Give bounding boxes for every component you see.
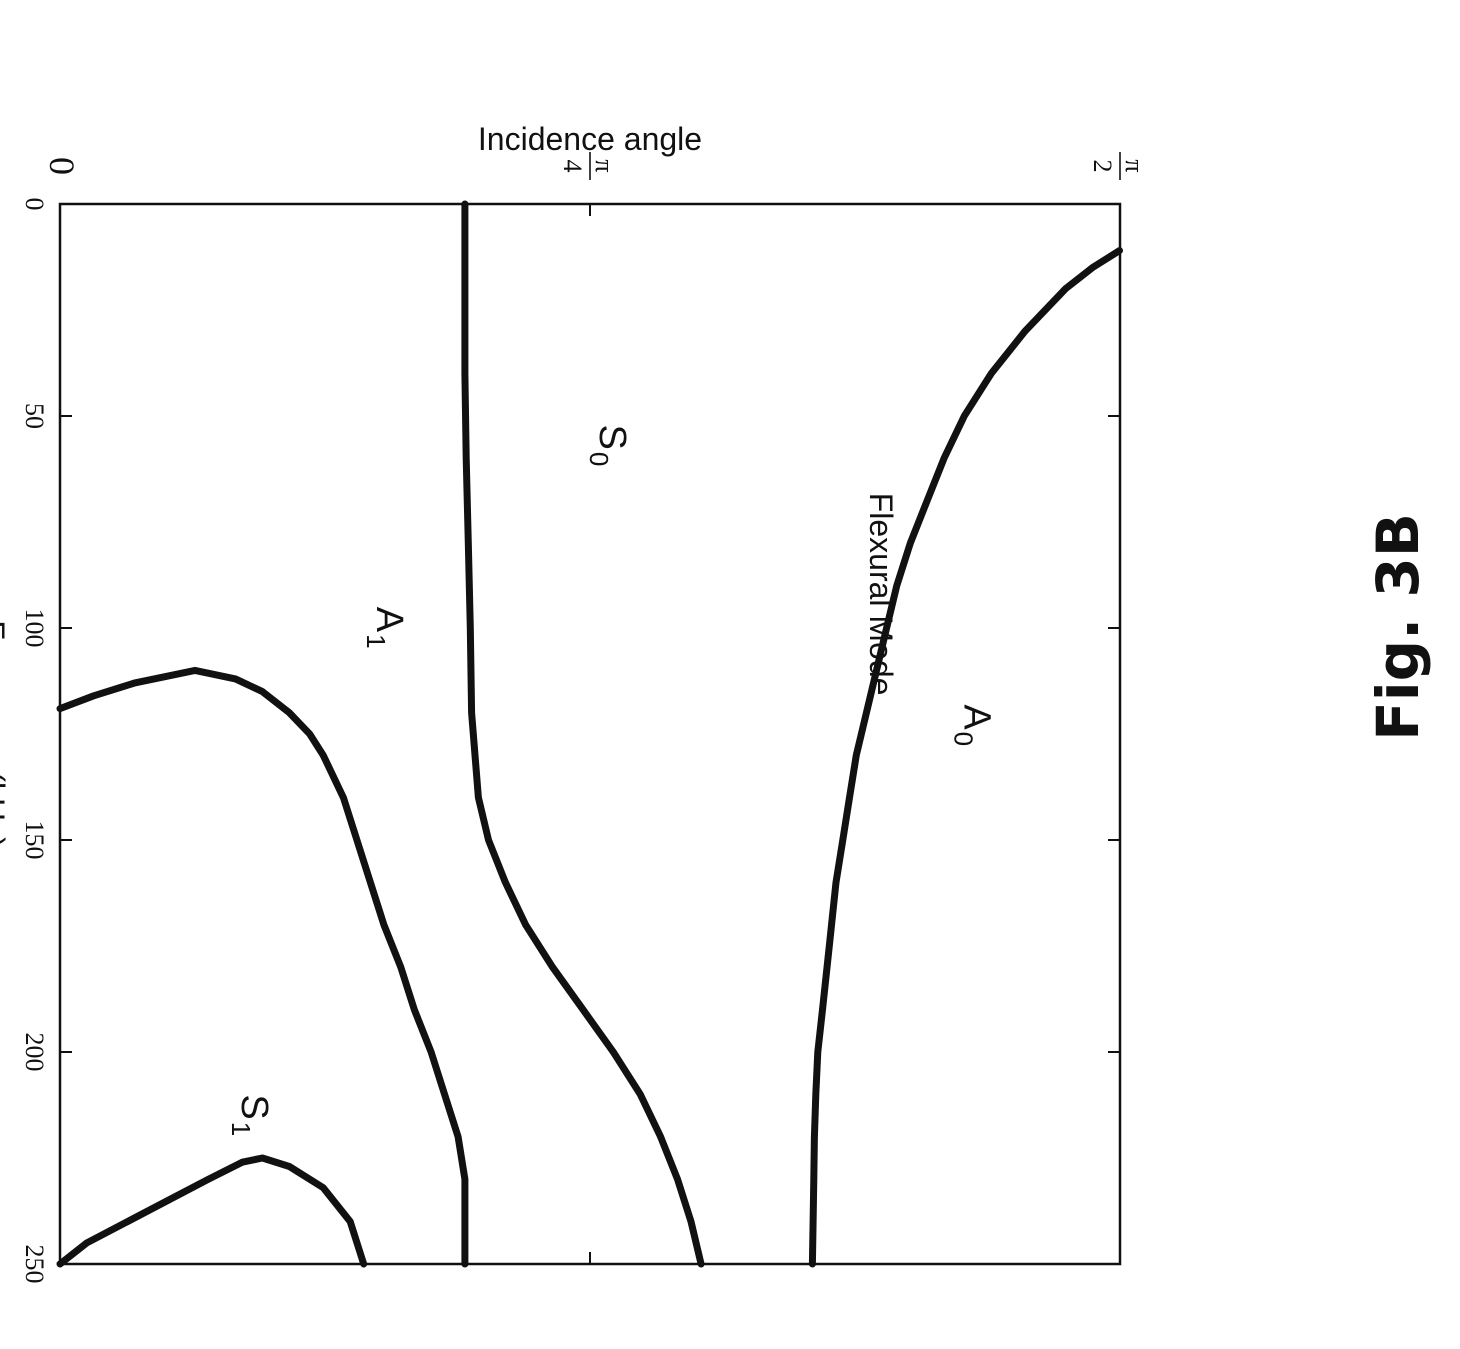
x-tick-label: 50	[20, 403, 49, 429]
x-tick-label: 0	[20, 198, 49, 211]
y-tick-label-denominator: 2	[1088, 160, 1117, 173]
label-s1: S1	[226, 1094, 275, 1136]
y-tick-label-numerator: π	[590, 159, 619, 172]
figure-caption: Fig. 3B	[1364, 513, 1432, 741]
label-s0: S0	[584, 424, 633, 466]
y-tick-label-denominator: 4	[558, 160, 587, 173]
x-axis-label: Frequency(kHz)	[0, 620, 11, 848]
x-tick-labels: 0 50 100 150 200 250	[20, 198, 49, 1284]
label-a1: A1	[361, 607, 410, 649]
y-tick-label: 0	[42, 157, 82, 175]
label-a0: A0	[948, 704, 997, 746]
axis-ticks	[59, 203, 1121, 1265]
y-axis-label: Incidence angle	[478, 121, 702, 157]
curve-a1	[56, 666, 469, 1268]
mode-curves	[56, 200, 1123, 1268]
curve-s0	[461, 200, 705, 1268]
x-tick-label: 150	[20, 821, 49, 860]
x-tick-label: 100	[20, 609, 49, 648]
flexural-mode-annotation: Flexural Mode	[863, 493, 899, 696]
y-tick-labels: 0 π4 π2	[42, 152, 1149, 180]
curve-s1	[56, 1154, 368, 1268]
mode-labels: A0 S0 A1 S1	[226, 424, 997, 1136]
x-tick-label: 200	[20, 1033, 49, 1072]
x-tick-label: 250	[20, 1245, 49, 1284]
y-tick-label-numerator: π	[1120, 159, 1149, 172]
curve-a0	[808, 247, 1123, 1268]
